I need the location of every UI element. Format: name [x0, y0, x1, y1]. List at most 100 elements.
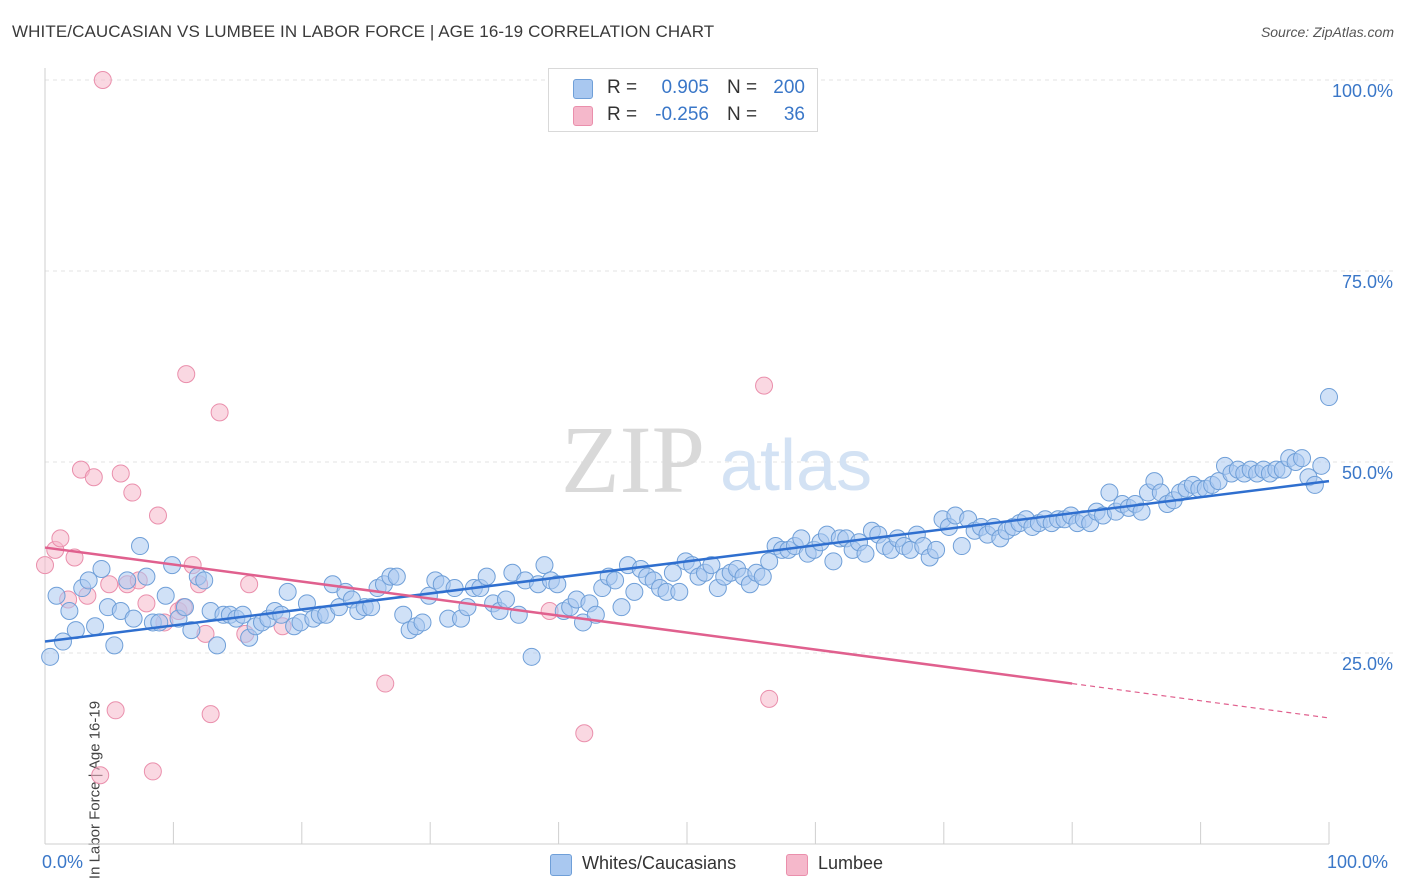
- white-point: [625, 582, 644, 601]
- white-point: [1312, 456, 1331, 475]
- y-tick-labels: 25.0% 50.0% 75.0% 100.0%: [1332, 81, 1393, 674]
- lumbee-point: [51, 529, 70, 548]
- watermark: ZIP atlas: [561, 406, 872, 513]
- white-point: [47, 586, 66, 605]
- y-tick-label: 50.0%: [1342, 463, 1393, 483]
- y-tick-label: 25.0%: [1342, 654, 1393, 674]
- white-point: [612, 598, 631, 617]
- legend-stats-row-lumbee: R = -0.256 N = 36: [549, 102, 817, 128]
- legend-r-label: R =: [607, 104, 638, 125]
- legend-r-value: 0.905: [661, 77, 709, 98]
- white-point: [208, 636, 227, 655]
- lumbee-point: [755, 376, 774, 395]
- white-point: [856, 544, 875, 563]
- white-point: [496, 590, 515, 609]
- white-point: [1293, 449, 1312, 468]
- lumbee-point: [36, 556, 54, 575]
- legend-swatch-lumbee: [786, 854, 808, 876]
- white-point: [387, 567, 406, 586]
- legend-label-white: Whites/Caucasians: [582, 853, 737, 873]
- white-point: [670, 582, 689, 601]
- legend-r-label: R =: [607, 77, 638, 98]
- watermark-atlas: atlas: [720, 426, 872, 506]
- white-point: [606, 571, 625, 590]
- white-point: [131, 537, 150, 556]
- gridlines: [45, 79, 1393, 654]
- white-point: [175, 598, 194, 617]
- legend-swatch-white: [573, 79, 593, 99]
- white-point: [394, 605, 413, 624]
- lumbee-point: [148, 506, 167, 525]
- white-point: [548, 575, 567, 594]
- white-point: [92, 559, 111, 578]
- lumbee-point: [106, 701, 125, 720]
- white-point: [195, 571, 214, 590]
- white-point: [182, 621, 201, 640]
- legend-swatch-white: [550, 854, 572, 876]
- lumbee-point: [93, 71, 112, 89]
- white-point: [41, 647, 60, 666]
- white-point: [753, 567, 772, 586]
- white-point: [278, 582, 297, 601]
- trend-lines: [44, 479, 1330, 719]
- legend-label-lumbee: Lumbee: [818, 853, 884, 873]
- white-point: [1132, 502, 1151, 521]
- chart-title: WHITE/CAUCASIAN VS LUMBEE IN LABOR FORCE…: [12, 22, 715, 41]
- white-point: [156, 586, 175, 605]
- white-point: [124, 609, 143, 628]
- white-point: [952, 537, 971, 556]
- legend-r-value: -0.256: [655, 104, 709, 125]
- x-tick-label-right: 100.0%: [1327, 852, 1389, 872]
- white-point: [413, 613, 432, 632]
- white-point: [458, 598, 477, 617]
- lumbee-point: [111, 464, 130, 483]
- white-point: [824, 552, 843, 571]
- lumbee-point: [84, 468, 103, 487]
- lumbee-trend-line: [44, 546, 1073, 685]
- lumbee-point: [240, 575, 259, 594]
- white-point: [105, 636, 124, 655]
- x-tick-label-left: 0.0%: [42, 852, 84, 872]
- source-label: Source: ZipAtlas.com: [1260, 24, 1394, 40]
- white-point: [362, 598, 381, 617]
- lumbee-point: [143, 762, 162, 781]
- white-point: [477, 567, 496, 586]
- white-point: [760, 552, 779, 571]
- axes: [44, 68, 1330, 845]
- white-point: [927, 540, 946, 559]
- white-point: [1305, 475, 1324, 494]
- legend-n-value: 36: [783, 104, 805, 125]
- legend-n-label: N =: [727, 104, 758, 125]
- lumbee-point: [91, 766, 110, 785]
- lumbee-point: [376, 674, 395, 693]
- white-point: [1100, 483, 1119, 502]
- white-trend-line: [44, 479, 1330, 643]
- white-point: [535, 556, 554, 575]
- lumbee-trend-line-extension: [1072, 682, 1330, 719]
- lumbee-point: [100, 575, 119, 594]
- lumbee-point: [201, 705, 220, 724]
- white-point: [79, 571, 98, 590]
- lumbee-point: [210, 403, 229, 422]
- white-point: [86, 617, 105, 636]
- lumbee-point: [137, 594, 156, 613]
- lumbee-point: [177, 365, 196, 384]
- legend-stats-row-white: R = 0.905 N = 200: [549, 75, 817, 101]
- lumbee-point: [575, 724, 594, 743]
- legend-n-label: N =: [727, 77, 758, 98]
- white-point: [137, 567, 156, 586]
- lumbee-point: [760, 689, 779, 708]
- y-tick-label: 75.0%: [1342, 272, 1393, 292]
- white-point: [445, 579, 464, 598]
- white-point: [118, 571, 137, 590]
- lumbee-point: [123, 483, 142, 502]
- legend-n-value: 200: [773, 77, 805, 98]
- white-point: [702, 556, 721, 575]
- legend-series: Whites/Caucasians Lumbee: [0, 852, 1406, 878]
- white-point: [60, 601, 79, 620]
- y-tick-label: 100.0%: [1332, 81, 1393, 101]
- legend-stats: R = 0.905 N = 200 R = -0.256 N = 36: [548, 68, 818, 132]
- legend-swatch-lumbee: [573, 106, 593, 126]
- white-point: [1320, 388, 1338, 407]
